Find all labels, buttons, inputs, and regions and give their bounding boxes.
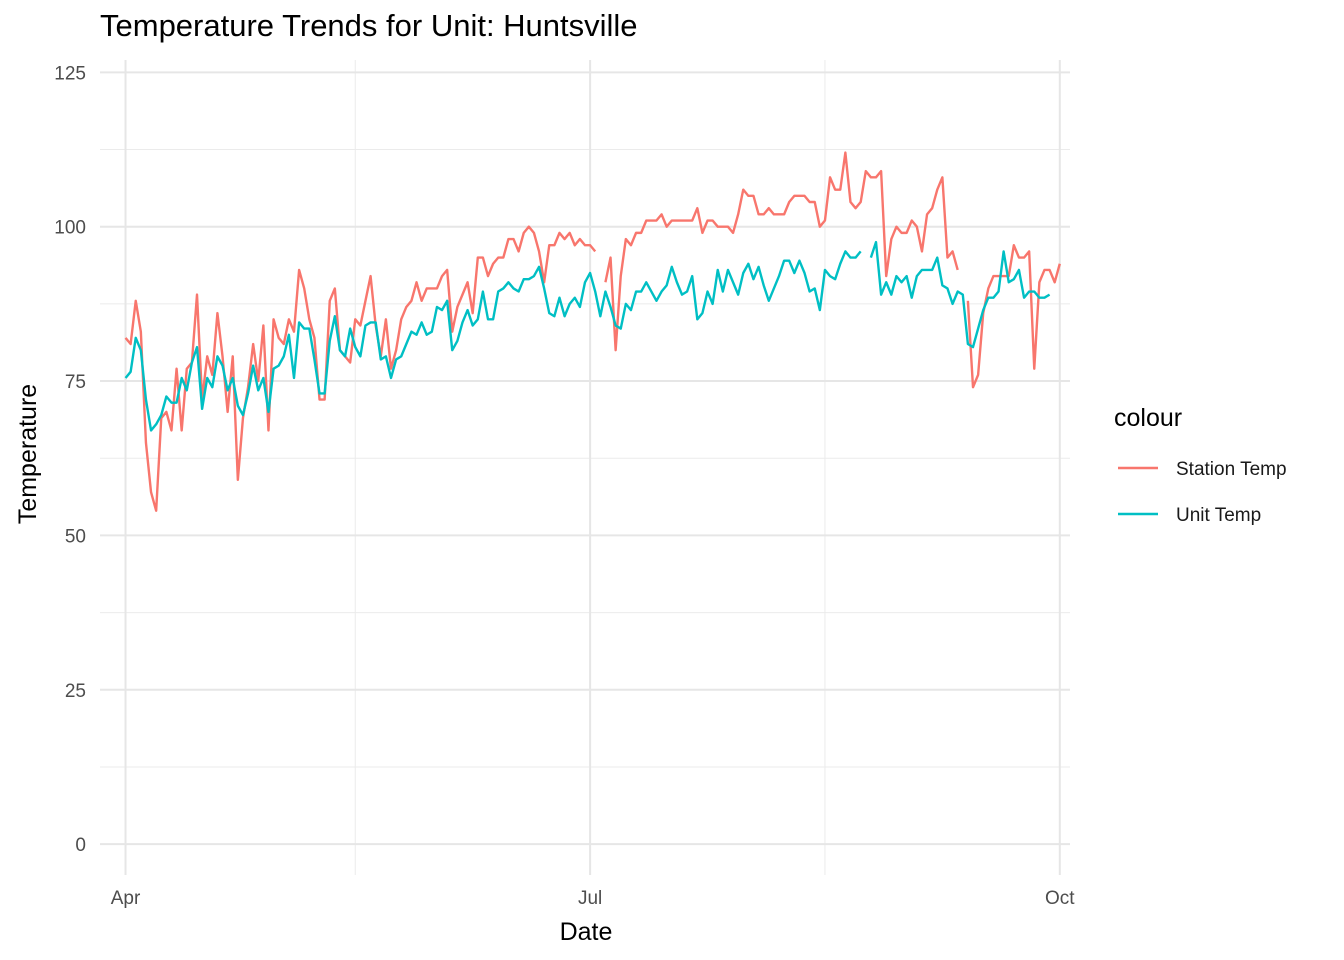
x-tick-label: Apr <box>111 888 141 909</box>
x-tick-label: Oct <box>1045 888 1075 909</box>
y-tick-label: 75 <box>65 372 86 393</box>
y-tick-label: 100 <box>54 218 86 239</box>
y-tick-label: 125 <box>54 63 86 84</box>
y-axis-ticks: 0 25 50 75 100 125 <box>54 63 86 856</box>
legend: colour Station Temp Unit Temp <box>1114 404 1287 526</box>
legend-label: Station Temp <box>1176 459 1287 480</box>
legend-title: colour <box>1114 404 1182 432</box>
grid <box>100 60 1070 875</box>
y-tick-label: 50 <box>65 526 86 547</box>
x-axis-ticks: Apr Jul Oct <box>111 888 1076 909</box>
y-tick-label: 0 <box>75 835 86 856</box>
y-axis-title: Temperature <box>14 384 42 524</box>
series-line-unit-temp <box>124 240 1051 432</box>
x-tick-label: Jul <box>578 888 602 909</box>
chart-title: Temperature Trends for Unit: Huntsville <box>100 8 638 43</box>
x-axis-title: Date <box>560 918 613 946</box>
legend-label: Unit Temp <box>1176 505 1261 526</box>
y-tick-label: 25 <box>65 681 86 702</box>
series-lines <box>124 151 1061 512</box>
series-line-station-temp <box>124 151 1061 512</box>
